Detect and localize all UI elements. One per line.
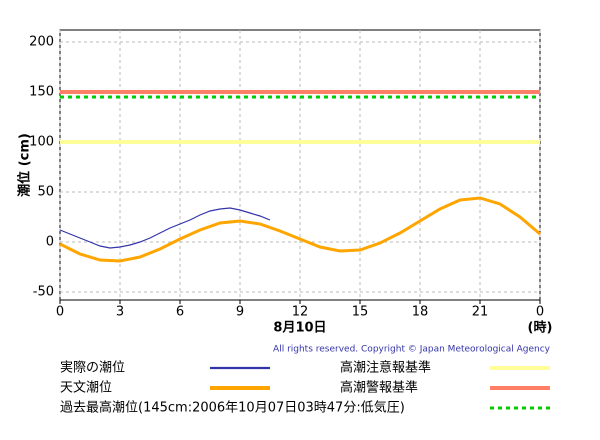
y-tick-label: -50 (33, 285, 54, 300)
x-tick-label: 0 (536, 305, 544, 320)
legend-label: 高潮注意報基準 (340, 360, 431, 376)
legend-label: 天文潮位 (60, 381, 112, 396)
series-line (59, 196, 541, 263)
legend-label: 過去最高潮位(145cm:2006年10月07日03時47分:低気圧) (60, 400, 405, 416)
y-tick-label: 0 (46, 235, 54, 250)
date-label: 8月10日 (273, 321, 326, 336)
x-tick-label: 6 (176, 305, 184, 320)
y-tick-label: 150 (29, 85, 54, 100)
x-axis-label: (時) (528, 320, 553, 336)
x-tick-label: 15 (352, 305, 369, 320)
x-tick-label: 21 (472, 305, 489, 320)
x-tick-label: 3 (116, 305, 124, 320)
legend-label: 実際の潮位 (60, 360, 125, 376)
legend-label: 高潮警報基準 (340, 380, 418, 396)
x-tick-label: 9 (236, 305, 244, 320)
x-tick-label: 18 (412, 305, 429, 320)
y-tick-label: 100 (29, 135, 54, 150)
y-tick-label: 200 (29, 35, 54, 50)
y-axis-label: 潮位 (cm) (17, 133, 33, 197)
x-tick-label: 0 (56, 305, 64, 320)
y-tick-label: 50 (37, 185, 54, 200)
copyright: All rights reserved. Copyright © Japan M… (273, 345, 551, 355)
x-tick-label: 12 (292, 305, 309, 320)
series-line (59, 207, 271, 249)
